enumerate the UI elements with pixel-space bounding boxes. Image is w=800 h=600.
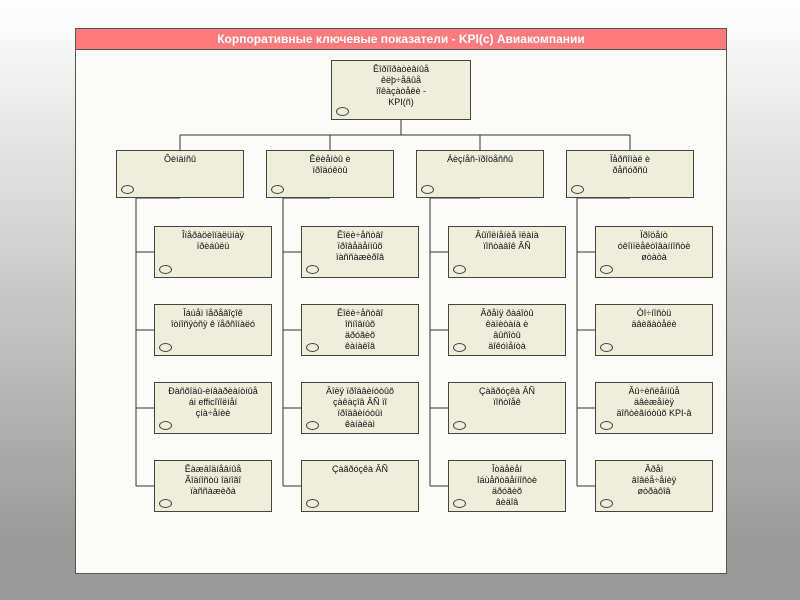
leaf-node: Çàãðóçêà ÂÑ [301,460,419,512]
ellipse-icon [271,185,284,194]
ellipse-icon [336,107,349,116]
panel-title: Корпоративные ключевые показатели - KPI(… [76,29,726,50]
root-label: Êîðïîðàòèâíûå êëþ÷åâûå ïîêàçàòåëè - KPI(… [336,64,466,108]
leaf-label: Ïðîöåíò óêîìïëåêòîâàííîñòè øòàòà [600,230,708,263]
ellipse-icon [600,499,613,508]
leaf-label: Îáúåì ïåðåâîçîê îòíîñÿòñÿ ê ïåðñîíàëó [159,308,267,330]
leaf-label: Çàãðóçêà ÂÑ [306,464,414,475]
branch-label: Êëèåíòû è ïðîäóêòû [271,154,389,176]
leaf-node: Âðåì âîâëå÷åíèÿ øòðàôîâ [595,460,713,512]
branch-label: Ôèíàíñû [121,154,239,165]
leaf-label: Âûïîëíåíèå ïëàíà ïîñòàâîê ÂÑ [453,230,561,252]
branch-label: Ïåðñîíàë è ðåñóðñû [571,154,689,176]
ellipse-icon [453,499,466,508]
ellipse-icon [453,421,466,430]
ellipse-icon [306,343,319,352]
ellipse-icon [600,421,613,430]
leaf-node: Îòäåëåí îáùåñòâåííîñòè äðóãèõ âèäîâ [448,460,566,512]
ellipse-icon [421,185,434,194]
branch-node: Ôèíàíñû [116,150,244,198]
ellipse-icon [306,421,319,430]
leaf-label: Êîëè÷åñòâî ïðîâåäåííûõ ïàññàæèðîâ [306,230,414,263]
branch-node: Ïåðñîíàë è ðåñóðñû [566,150,694,198]
leaf-node: Äîëÿ ïðîäâèíóòûõ çàêàçîâ ÂÑ ïî ïðîäâèíóò… [301,382,419,434]
leaf-label: Êàæäîäíåâíûå Ãîäíîñòü îäíîãî ïàññàæèðà [159,464,267,497]
branch-label: Áèçíåñ-ïðîöåññû [421,154,539,165]
ellipse-icon [571,185,584,194]
ellipse-icon [306,499,319,508]
ellipse-icon [600,343,613,352]
leaf-node: Êîëè÷åñòâî îñíîâíûõ äðóãèõ êàíàëîâ [301,304,419,356]
leaf-node: Çàãðóçêà ÂÑ ïîñòîåê [448,382,566,434]
leaf-label: Äîëÿ ïðîäâèíóòûõ çàêàçîâ ÂÑ ïî ïðîäâèíóò… [306,386,414,430]
leaf-label: Òî÷íîñòü äâèãàòåëè [600,308,708,330]
ellipse-icon [453,343,466,352]
leaf-label: Îïåðàöèîíàëüíàÿ ïðèáûëü [159,230,267,252]
leaf-node: Òî÷íîñòü äâèãàòåëè [595,304,713,356]
ellipse-icon [306,265,319,274]
leaf-node: Âðåìÿ ðàáîòû êàïèòàíà è âûñîòû äîêóìåíòà [448,304,566,356]
ellipse-icon [453,265,466,274]
leaf-node: Âûïîëíåíèå ïëàíà ïîñòàâîê ÂÑ [448,226,566,278]
leaf-label: Ðàñõîäû-èíâàðèàíòíûå ái efficîïîëíåí çíà… [159,386,267,419]
leaf-node: Âû÷èñëåííûå äâèæåíèÿ äîñòèãíóòûõ KPI-â [595,382,713,434]
leaf-label: Âðåìÿ ðàáîòû êàïèòàíà è âûñîòû äîêóìåíòà [453,308,561,352]
ellipse-icon [121,185,134,194]
ellipse-icon [159,421,172,430]
diagram-canvas: Êîðïîðàòèâíûå êëþ÷åâûå ïîêàçàòåëè - KPI(… [76,50,726,574]
leaf-node: Îáúåì ïåðåâîçîê îòíîñÿòñÿ ê ïåðñîíàëó [154,304,272,356]
leaf-label: Çàãðóçêà ÂÑ ïîñòîåê [453,386,561,408]
branch-node: Êëèåíòû è ïðîäóêòû [266,150,394,198]
leaf-node: Êàæäîäíåâíûå Ãîäíîñòü îäíîãî ïàññàæèðà [154,460,272,512]
ellipse-icon [159,343,172,352]
leaf-node: Îïåðàöèîíàëüíàÿ ïðèáûëü [154,226,272,278]
leaf-node: Ïðîöåíò óêîìïëåêòîâàííîñòè øòàòà [595,226,713,278]
root-node: Êîðïîðàòèâíûå êëþ÷åâûå ïîêàçàòåëè - KPI(… [331,60,471,120]
leaf-label: Êîëè÷åñòâî îñíîâíûõ äðóãèõ êàíàëîâ [306,308,414,352]
leaf-label: Âðåì âîâëå÷åíèÿ øòðàôîâ [600,464,708,497]
leaf-label: Îòäåëåí îáùåñòâåííîñòè äðóãèõ âèäîâ [453,464,561,508]
ellipse-icon [159,265,172,274]
leaf-node: Ðàñõîäû-èíâàðèàíòíûå ái efficîïîëíåí çíà… [154,382,272,434]
diagram-panel: Корпоративные ключевые показатели - KPI(… [75,28,727,574]
branch-node: Áèçíåñ-ïðîöåññû [416,150,544,198]
leaf-label: Âû÷èñëåííûå äâèæåíèÿ äîñòèãíóòûõ KPI-â [600,386,708,419]
leaf-node: Êîëè÷åñòâî ïðîâåäåííûõ ïàññàæèðîâ [301,226,419,278]
ellipse-icon [600,265,613,274]
ellipse-icon [159,499,172,508]
